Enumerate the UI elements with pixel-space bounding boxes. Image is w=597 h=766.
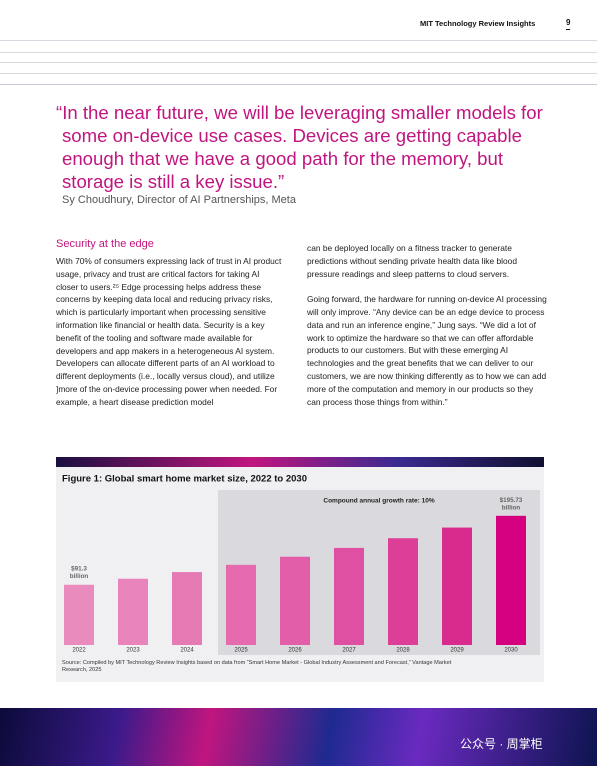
bar — [226, 564, 256, 645]
bar — [118, 578, 148, 645]
section-heading: Security at the edge — [56, 238, 154, 250]
publication: MIT Technology Review Insights — [420, 19, 536, 28]
rule — [0, 73, 597, 74]
x-tick-label: 2024 — [180, 648, 194, 654]
chart-source: Source: Compiled by MIT Technology Revie… — [62, 660, 452, 674]
paragraph: With 70% of consumers expressing lack of… — [56, 256, 282, 407]
bar — [334, 547, 364, 645]
value-label-line: $91.3 — [71, 565, 87, 572]
paragraph: Going forward, the hardware for running … — [307, 294, 547, 407]
value-label: $195.73 billion — [500, 496, 523, 511]
forecast-panel — [218, 490, 540, 655]
quote-attribution: Sy Choudhury, Director of AI Partnership… — [62, 194, 296, 206]
rule — [0, 40, 597, 41]
chart-title: Figure 1: Global smart home market size,… — [62, 474, 307, 485]
x-tick-label: 2030 — [504, 648, 518, 654]
x-tick-label: 2029 — [450, 648, 464, 654]
chart: Figure 1: Global smart home market size,… — [56, 457, 544, 655]
watermark: 公众号 · 周掌柜 — [460, 737, 543, 751]
bar — [496, 515, 526, 645]
chart-subtitle: Compound annual growth rate: 10% — [323, 498, 434, 505]
bar — [64, 584, 94, 645]
value-label-line: billion — [70, 573, 89, 580]
rule — [0, 84, 597, 85]
page-number: 9 — [566, 18, 571, 30]
x-tick-label: 2026 — [288, 648, 302, 654]
x-tick-label: 2023 — [126, 648, 140, 654]
rule — [0, 62, 597, 63]
rule — [0, 52, 597, 53]
bar — [388, 538, 418, 645]
x-tick-label: 2028 — [396, 648, 410, 654]
bar — [172, 572, 202, 645]
value-label-line: $195.73 — [500, 496, 523, 503]
paragraph: can be deployed locally on a fitness tra… — [307, 243, 517, 279]
x-tick-label: 2022 — [72, 648, 86, 654]
pull-quote: “In the near future, we will be leveragi… — [56, 102, 543, 192]
column: can be deployed locally on a fitness tra… — [307, 242, 547, 421]
figure-banner — [56, 457, 544, 467]
bar — [280, 556, 310, 645]
value-label-line: billion — [502, 504, 521, 511]
column: With 70% of consumers expressing lack of… — [56, 255, 282, 421]
x-tick-label: 2025 — [234, 648, 248, 654]
decorative-banner — [0, 708, 597, 766]
bar — [442, 527, 472, 645]
x-tick-label: 2027 — [342, 648, 356, 654]
value-label: $91.3 billion — [70, 565, 89, 580]
